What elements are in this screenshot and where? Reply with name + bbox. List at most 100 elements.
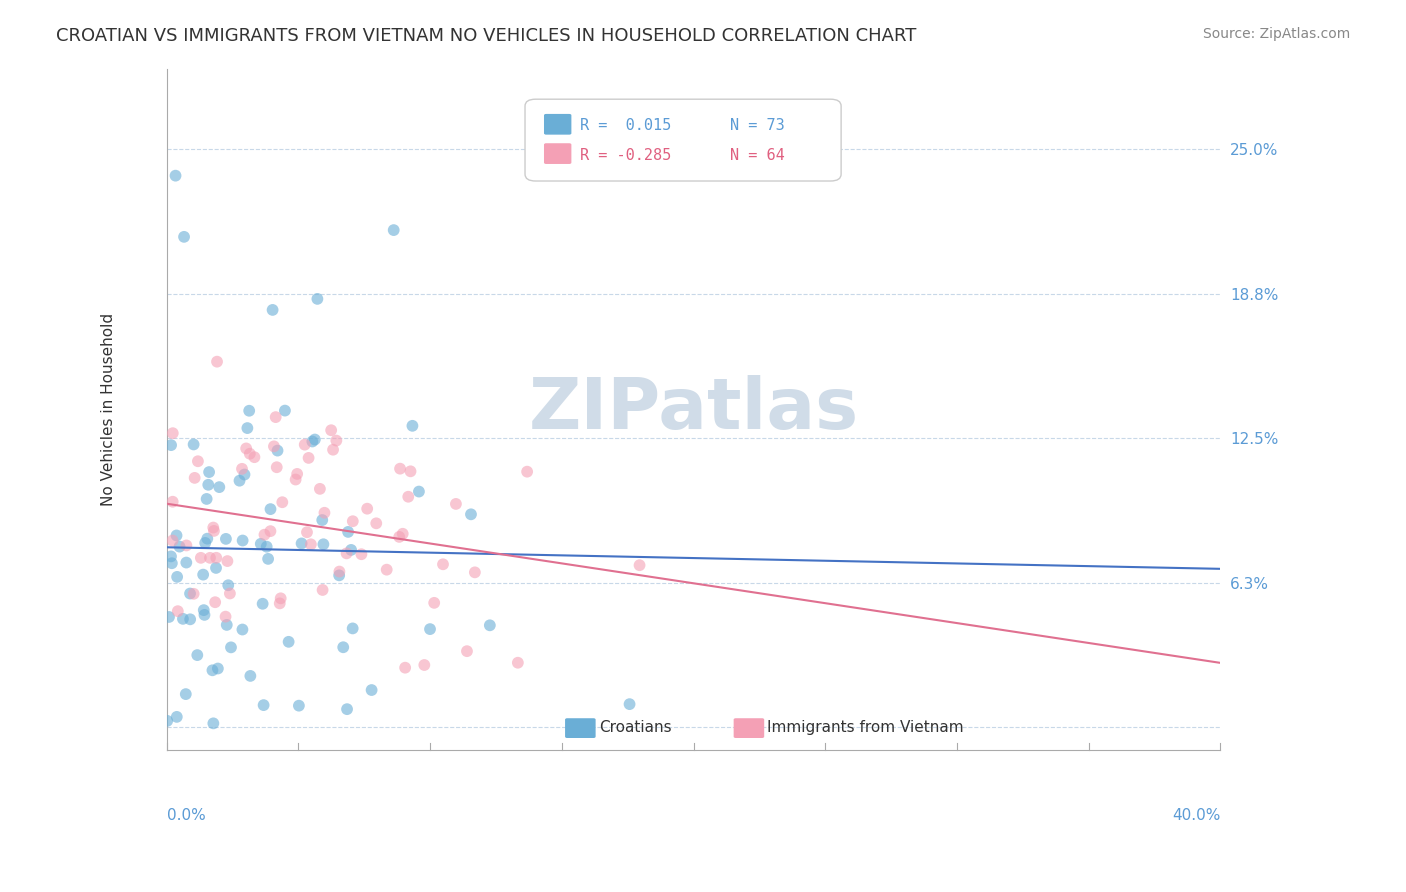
Point [231, 623, 253, 637]
Point [232, 533, 254, 548]
Point [176, 556, 198, 570]
Point [214, 609, 236, 624]
FancyBboxPatch shape [565, 718, 596, 738]
Point [217, 578, 239, 592]
Point [166, 710, 188, 724]
Point [270, 591, 292, 606]
Point [389, 461, 412, 475]
Point [233, 467, 256, 482]
Point [464, 566, 486, 580]
Point [208, 480, 231, 494]
Point [262, 302, 284, 317]
Point [259, 524, 281, 538]
Point [460, 508, 482, 522]
Point [204, 595, 226, 609]
Point [311, 513, 333, 527]
Text: Source: ZipAtlas.com: Source: ZipAtlas.com [1202, 27, 1350, 41]
Point [321, 423, 343, 437]
Point [336, 702, 359, 716]
Point [194, 536, 217, 550]
Point [478, 618, 501, 632]
Point [231, 462, 253, 476]
Point [256, 540, 278, 554]
Text: CROATIAN VS IMMIGRANTS FROM VIETNAM NO VEHICLES IN HOUSEHOLD CORRELATION CHART: CROATIAN VS IMMIGRANTS FROM VIETNAM NO V… [56, 27, 917, 45]
Point [284, 473, 307, 487]
Point [375, 563, 398, 577]
Point [169, 540, 191, 554]
Text: N = 64: N = 64 [731, 147, 785, 162]
Point [160, 549, 183, 564]
Point [162, 494, 184, 508]
Point [172, 612, 194, 626]
Point [388, 530, 411, 544]
Point [408, 484, 430, 499]
Point [252, 597, 274, 611]
Point [299, 537, 322, 551]
Point [506, 656, 529, 670]
Point [207, 661, 229, 675]
Point [399, 464, 422, 478]
Text: ZIPatlas: ZIPatlas [529, 375, 859, 444]
Point [336, 546, 359, 560]
Text: Croatians: Croatians [599, 720, 672, 735]
Point [202, 524, 225, 538]
Point [193, 603, 215, 617]
Point [205, 561, 228, 575]
Text: No Vehicles in Household: No Vehicles in Household [101, 313, 117, 506]
Point [295, 525, 318, 540]
Point [382, 223, 405, 237]
Point [401, 418, 423, 433]
Point [294, 437, 316, 451]
Point [419, 622, 441, 636]
Point [259, 502, 281, 516]
Point [271, 495, 294, 509]
Point [166, 570, 188, 584]
Text: N = 73: N = 73 [731, 119, 785, 133]
Point [340, 543, 363, 558]
Point [205, 550, 228, 565]
Text: Immigrants from Vietnam: Immigrants from Vietnam [768, 720, 965, 735]
Point [312, 537, 335, 551]
Point [235, 442, 257, 456]
Point [285, 467, 308, 481]
Point [239, 447, 262, 461]
Point [202, 520, 225, 534]
Point [332, 640, 354, 655]
Point [195, 491, 218, 506]
Point [198, 550, 221, 565]
Point [219, 586, 242, 600]
Point [236, 421, 259, 435]
Point [174, 687, 197, 701]
Point [290, 536, 312, 550]
Point [266, 460, 288, 475]
Point [183, 587, 205, 601]
Point [274, 403, 297, 417]
Point [179, 586, 201, 600]
Point [193, 607, 215, 622]
Point [337, 524, 360, 539]
Point [249, 537, 271, 551]
Point [322, 442, 344, 457]
FancyBboxPatch shape [544, 144, 571, 164]
Text: R = -0.285: R = -0.285 [579, 147, 671, 162]
Point [186, 648, 208, 662]
Point [166, 604, 188, 618]
Point [228, 474, 250, 488]
Point [264, 410, 287, 425]
Point [366, 516, 388, 531]
Point [173, 230, 195, 244]
Point [238, 403, 260, 417]
Point [277, 635, 299, 649]
Point [195, 532, 218, 546]
Point [187, 454, 209, 468]
Point [197, 477, 219, 491]
Point [156, 714, 179, 728]
Point [157, 610, 180, 624]
Point [166, 528, 188, 542]
Point [219, 640, 242, 655]
FancyBboxPatch shape [524, 99, 841, 181]
Point [183, 471, 205, 485]
Point [301, 434, 323, 449]
Point [160, 438, 183, 452]
Point [311, 582, 333, 597]
